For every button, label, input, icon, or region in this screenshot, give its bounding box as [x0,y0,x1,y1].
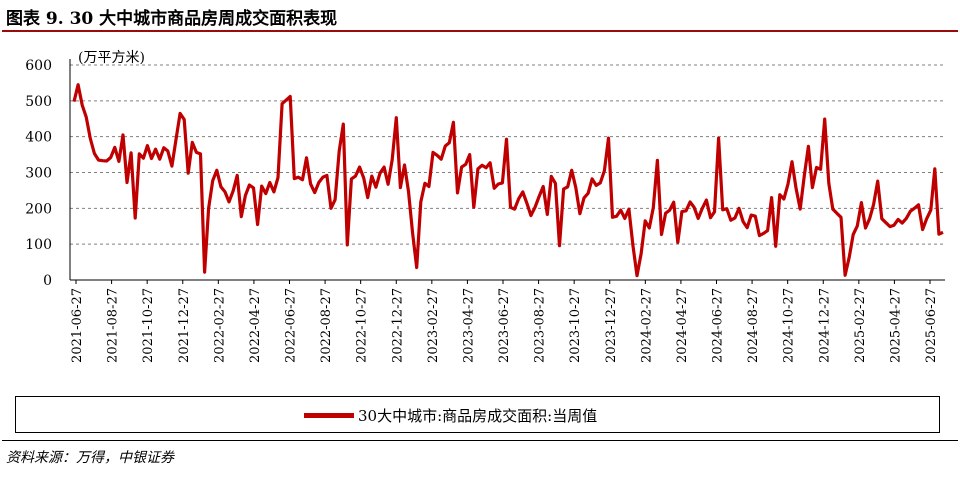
x-tick-label: 2022-10-27 [355,288,370,363]
x-tick-label: 2024-08-27 [746,288,761,363]
y-axis-label: (万平方米) [78,50,145,66]
x-tick-label: 2023-10-27 [568,288,583,363]
x-tick-label: 2024-10-27 [782,288,797,363]
x-tick-label: 2022-04-27 [248,288,263,363]
x-tick-label: 2024-02-27 [639,288,654,363]
source-note: 资料来源：万得，中银证券 [6,450,174,466]
x-tick-label: 2025-04-27 [888,288,903,363]
y-tick-label: 100 [25,237,52,253]
y-tick-label: 600 [25,58,52,74]
legend-item: 30大中城市:商品房成交面积:当周值 [304,405,597,425]
legend-label: 30大中城市:商品房成交面积:当周值 [358,406,598,425]
footer-divider [2,440,958,441]
figure-title: 图表 9. 30 大中城市商品房周成交面积表现 [6,9,338,29]
y-tick-label: 400 [25,130,52,146]
title-divider [2,30,958,32]
x-tick-label: 2023-08-27 [533,288,548,363]
x-tick-label: 2022-06-27 [284,288,299,363]
x-tick-label: 2022-12-27 [390,288,405,363]
x-tick-label: 2023-06-27 [497,288,512,363]
x-tick-label: 2021-10-27 [141,288,156,363]
legend-swatch [304,412,354,418]
y-tick-label: 500 [25,94,52,110]
x-tick-label: 2024-12-27 [817,288,832,363]
x-tick-label: 2024-06-27 [711,288,726,363]
y-tick-label: 200 [25,201,52,217]
x-tick-label: 2021-08-27 [106,288,121,363]
x-tick-label: 2025-06-27 [924,288,939,363]
x-tick-label: 2023-02-27 [426,288,441,363]
x-tick-label: 2021-12-27 [177,288,192,363]
legend-box: 30大中城市:商品房成交面积:当周值 [15,396,940,433]
x-tick-label: 2023-04-27 [461,288,476,363]
x-tick-label: 2022-02-27 [212,288,227,363]
x-tick-label: 2022-08-27 [319,288,334,363]
x-tick-label: 2025-02-27 [853,288,868,363]
line-chart: 0 100 200 300 400 500 600 (万平方米) 2021-06-27 2021-… [25,50,945,363]
x-tick-label: 2024-04-27 [675,288,690,363]
y-tick-label: 0 [43,273,52,289]
y-tick-label: 300 [25,166,52,182]
x-tick-label: 2023-12-27 [604,288,619,363]
x-tick-label: 2021-06-27 [70,288,85,363]
series-line [72,83,944,278]
